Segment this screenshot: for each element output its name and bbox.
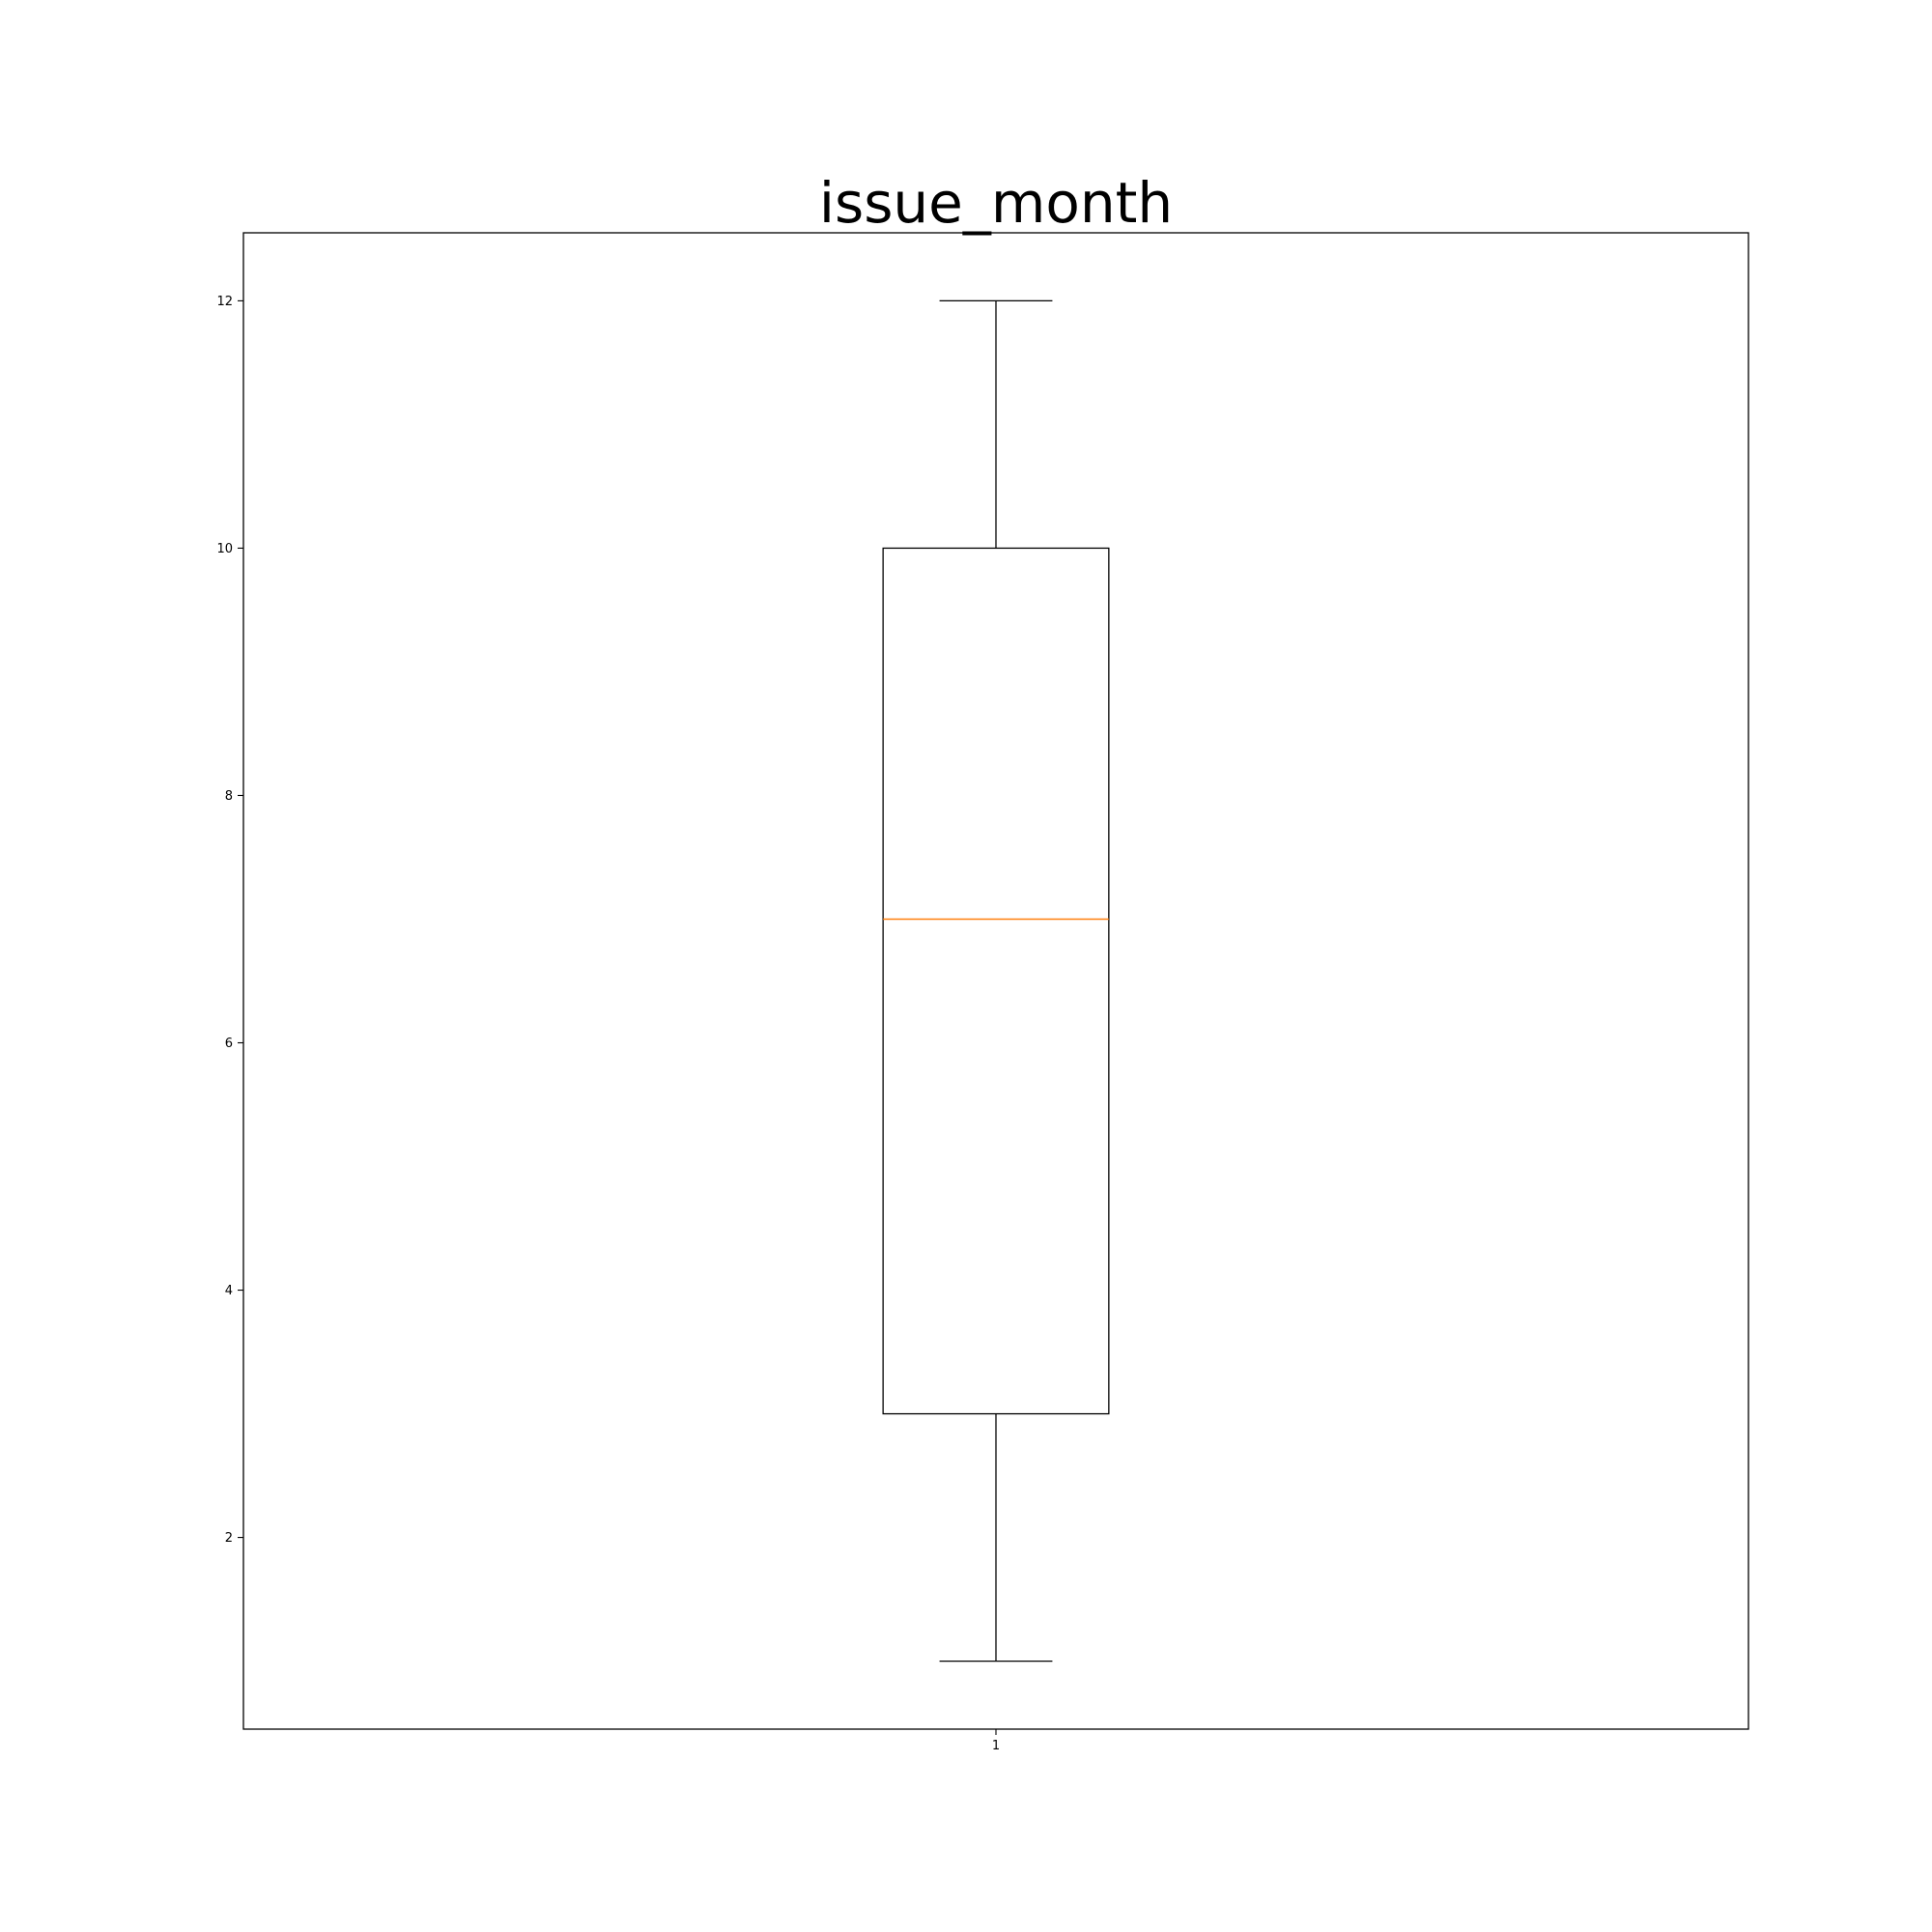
y-axis: 2 4 6 8 10 12	[216, 295, 243, 1546]
chart-title: issue_month	[819, 170, 1173, 236]
y-tick-label: 6	[225, 1037, 233, 1051]
box-series	[882, 299, 1110, 1662]
interquartile-box	[882, 547, 1110, 1415]
y-tick-label: 4	[225, 1284, 233, 1298]
y-tick-label: 10	[216, 542, 233, 556]
y-tick-label: 12	[216, 295, 233, 309]
y-tick-label: 8	[225, 789, 233, 804]
x-axis: 1	[992, 1729, 1000, 1753]
x-tick-label: 1	[992, 1739, 1000, 1753]
y-tick-label: 2	[225, 1531, 233, 1546]
